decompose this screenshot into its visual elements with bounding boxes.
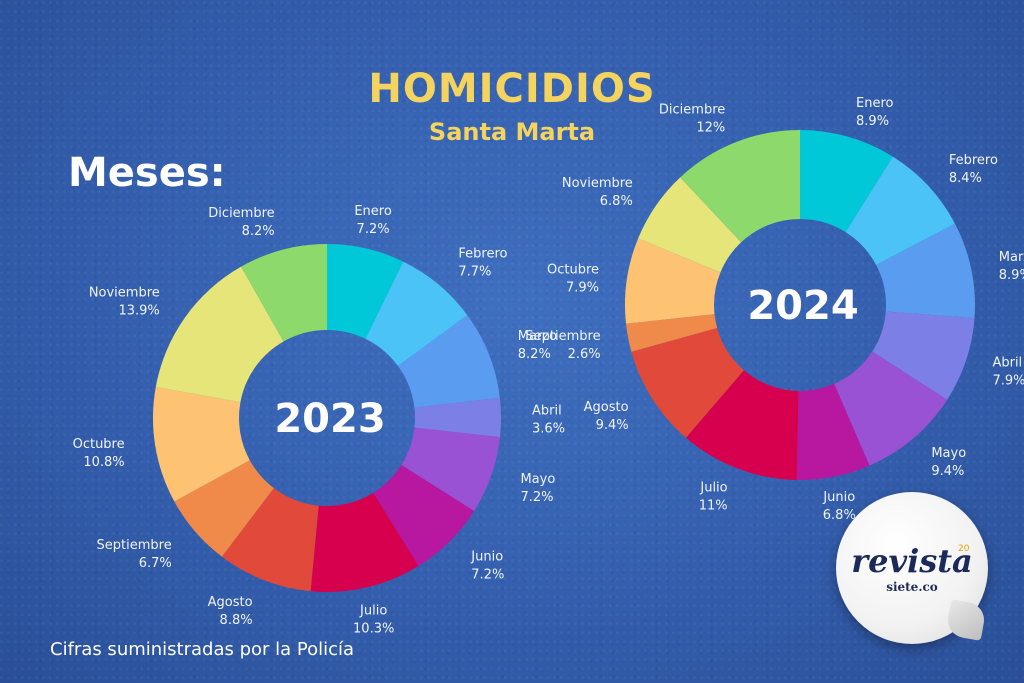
label-2024-febrero: Febrero 8.4%	[949, 153, 998, 186]
chart-title: HOMICIDIOS	[368, 66, 656, 112]
slice-2024-agosto	[631, 327, 744, 438]
label-2023-mayo: Mayo 7.2%	[520, 472, 555, 505]
slice-2023-enero	[327, 244, 404, 339]
slice-2023-abril	[414, 397, 501, 438]
revista-logo: revista 20 siete.co	[836, 492, 988, 644]
slice-2024-julio	[685, 370, 799, 480]
months-heading: Meses:	[68, 150, 226, 196]
logo-mark: 20	[958, 544, 970, 554]
label-2023-junio: Junio 7.2%	[470, 550, 504, 583]
slice-2023-agosto	[221, 488, 319, 592]
logo-wordmark: revista	[851, 542, 973, 580]
label-2024-diciembre: Diciembre 12%	[659, 102, 725, 135]
year-label-2024: 2024	[747, 283, 858, 329]
chart-subtitle: Santa Marta	[428, 118, 596, 146]
slice-2023-octubre	[153, 386, 250, 502]
label-2024-enero: Enero 8.9%	[856, 96, 894, 129]
slice-2023-marzo	[397, 315, 500, 408]
label-2023-octubre: Octubre 10.8%	[73, 437, 125, 470]
source-note: Cifras suministradas por la Policía	[50, 639, 355, 660]
slice-2024-marzo	[876, 223, 976, 319]
slice-2024-noviembre	[638, 177, 742, 273]
label-2023-septiembre: Septiembre 6.7%	[97, 538, 172, 571]
slice-2024-abril	[872, 311, 975, 400]
label-2024-mayo: Mayo 9.4%	[931, 446, 966, 479]
label-2023-noviembre: Noviembre 13.9%	[89, 285, 160, 318]
slice-2024-diciembre	[680, 130, 800, 243]
label-2023-julio: Julio 10.3%	[353, 604, 394, 637]
slice-2023-junio	[373, 465, 475, 566]
slice-2023-diciembre	[241, 244, 327, 342]
label-2024-junio: Junio 6.8%	[822, 490, 855, 523]
label-2023-enero: Enero 7.2%	[354, 204, 392, 237]
year-label-2023: 2023	[274, 396, 385, 442]
slice-2024-junio	[796, 383, 870, 480]
slice-2024-enero	[800, 130, 893, 233]
slice-2024-septiembre	[625, 314, 718, 352]
label-2024-septiembre: Septiembre 2.6%	[525, 329, 600, 362]
label-2024-abril: Abril 7.9%	[992, 356, 1024, 389]
label-2023-febrero: Febrero 7.7%	[458, 247, 507, 280]
slice-2023-noviembre	[155, 266, 284, 403]
label-2023-diciembre: Diciembre 8.2%	[208, 206, 274, 239]
slice-2023-septiembre	[174, 460, 274, 557]
label-2023-marzo: Marzo 8.2%	[518, 329, 557, 362]
slice-2024-febrero	[845, 156, 955, 265]
label-2024-octubre: Octubre 7.9%	[547, 262, 599, 295]
label-2024-agosto: Agosto 9.4%	[584, 400, 629, 433]
label-2024-noviembre: Noviembre 6.8%	[562, 176, 633, 209]
slice-2023-febrero	[365, 261, 468, 366]
slice-2024-octubre	[625, 238, 721, 324]
label-2023-agosto: Agosto 8.8%	[208, 595, 253, 628]
slice-2023-julio	[310, 492, 419, 592]
label-2024-julio: Julio 11%	[699, 481, 728, 514]
slice-2023-mayo	[401, 427, 500, 511]
label-2023-abril: Abril 3.6%	[532, 403, 565, 436]
slice-2024-mayo	[834, 351, 948, 466]
logo-domain: siete.co	[886, 580, 938, 594]
